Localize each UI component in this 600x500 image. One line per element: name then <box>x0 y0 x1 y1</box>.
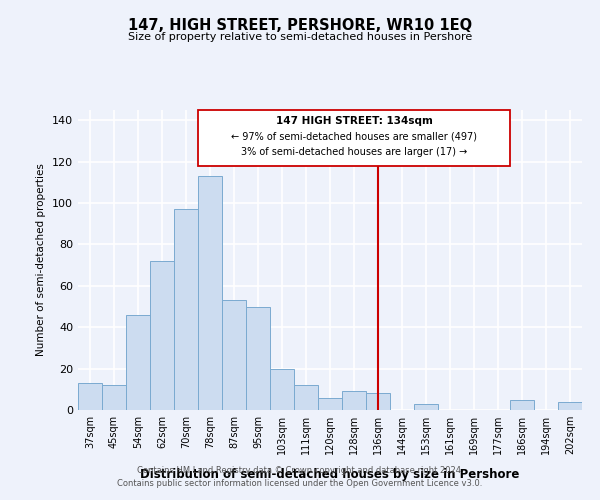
Bar <box>510 400 534 410</box>
Bar <box>414 404 438 410</box>
Bar <box>342 392 366 410</box>
Text: 3% of semi-detached houses are larger (17) →: 3% of semi-detached houses are larger (1… <box>241 148 467 158</box>
Bar <box>294 385 318 410</box>
Bar <box>78 383 102 410</box>
Bar <box>126 315 150 410</box>
Text: 147 HIGH STREET: 134sqm: 147 HIGH STREET: 134sqm <box>275 116 433 126</box>
Bar <box>222 300 246 410</box>
Y-axis label: Number of semi-detached properties: Number of semi-detached properties <box>37 164 46 356</box>
Bar <box>558 402 582 410</box>
Text: ← 97% of semi-detached houses are smaller (497): ← 97% of semi-detached houses are smalle… <box>231 132 477 142</box>
Bar <box>318 398 342 410</box>
Bar <box>198 176 222 410</box>
Text: 147, HIGH STREET, PERSHORE, WR10 1EQ: 147, HIGH STREET, PERSHORE, WR10 1EQ <box>128 18 472 32</box>
FancyBboxPatch shape <box>198 110 510 166</box>
Bar <box>366 394 390 410</box>
X-axis label: Distribution of semi-detached houses by size in Pershore: Distribution of semi-detached houses by … <box>140 468 520 481</box>
Bar <box>246 306 270 410</box>
Bar <box>270 368 294 410</box>
Text: Size of property relative to semi-detached houses in Pershore: Size of property relative to semi-detach… <box>128 32 472 42</box>
Text: Contains HM Land Registry data © Crown copyright and database right 2024.
Contai: Contains HM Land Registry data © Crown c… <box>118 466 482 487</box>
Bar <box>102 385 126 410</box>
Bar <box>174 210 198 410</box>
Bar <box>150 261 174 410</box>
